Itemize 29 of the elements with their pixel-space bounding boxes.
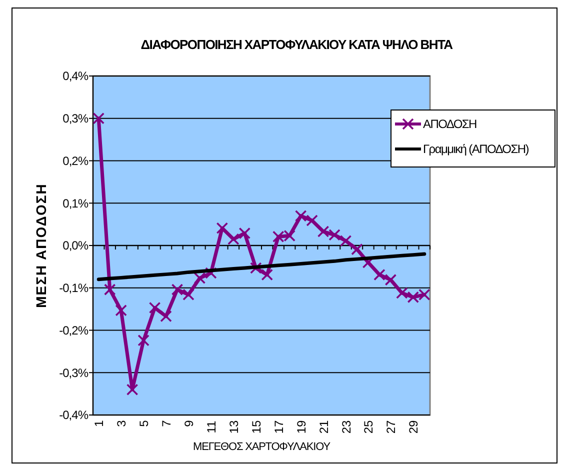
x-axis-title: ΜΕΓΕΘΟΣ ΧΑΡΤΟΦΥΛΑΚΙΟΥ: [193, 441, 332, 453]
y-tick-label: -0,3%: [59, 366, 89, 380]
y-tick-label: 0,4%: [62, 69, 89, 84]
x-tick-label: 5: [137, 420, 152, 427]
x-tick-label: 9: [182, 420, 196, 427]
x-tick-label: 25: [362, 420, 376, 434]
chart-title: ΔΙΑΦΟΡΟΠΟΙΗΣΗ ΧΑΡΤΟΦΥΛΑΚΙΟΥ ΚΑΤΑ ΨΗΛΟ ΒΗΤΑ: [140, 37, 454, 52]
x-tick-label: 17: [272, 420, 286, 434]
x-tick-label: 15: [249, 420, 264, 434]
y-tick-label: 0,2%: [62, 154, 89, 168]
y-tick-label: 0,1%: [62, 196, 89, 210]
x-tick-label: 23: [339, 420, 354, 434]
x-tick-label: 27: [384, 420, 398, 434]
x-tick-label: 11: [204, 420, 218, 434]
y-tick-label: -0,4%: [59, 408, 89, 422]
y-tick-label: -0,2%: [59, 323, 89, 338]
x-tick-label: 1: [92, 420, 106, 427]
x-tick-label: 3: [114, 420, 129, 427]
y-axis-title: ΜΕΣΗ ΑΠΟΔΟΣΗ: [33, 183, 49, 308]
x-tick-label: 19: [294, 420, 308, 434]
legend-label: Γραμμική (ΑΠΟΔΟΣΗ): [423, 142, 530, 156]
x-tick-label: 29: [406, 420, 421, 434]
y-tick-label: 0,0%: [62, 238, 89, 253]
x-tick-label: 7: [160, 420, 174, 427]
y-tick-label: 0,3%: [62, 112, 89, 126]
x-tick-label: 13: [226, 420, 241, 434]
y-tick-label: -0,1%: [59, 281, 89, 296]
x-tick-label: 21: [316, 420, 331, 434]
legend-label: ΑΠΟΔΟΣΗ: [423, 117, 476, 132]
